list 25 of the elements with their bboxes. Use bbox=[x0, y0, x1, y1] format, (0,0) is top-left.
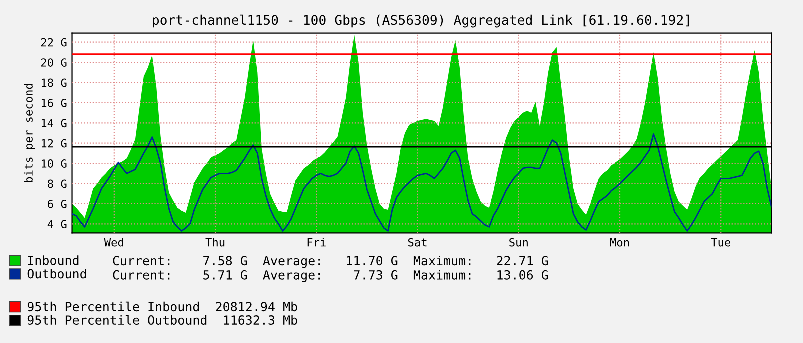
y-tick-label: 16 G bbox=[42, 98, 67, 108]
y-tick-label: 10 G bbox=[42, 160, 67, 168]
x-tick-label: Sun bbox=[510, 238, 528, 247]
chart-title: port-channel1150 - 100 Gbps (AS56309) Aggregated Link [61.19.60.192] bbox=[153, 14, 690, 28]
x-tick-label: Sat bbox=[408, 238, 427, 247]
legend-label: Inbound bbox=[28, 256, 79, 266]
x-tick-label: Mon bbox=[610, 238, 630, 247]
y-axis-title: bits per second bbox=[24, 84, 36, 182]
x-tick-label: Wed bbox=[104, 238, 124, 247]
x-tick-label: Thu bbox=[206, 238, 225, 247]
y-tick-label: 4 G bbox=[48, 220, 67, 229]
y-tick-label: 22 G bbox=[41, 38, 67, 47]
text: Current: 7.58 G Average: 11.70 G Maximum: 22.71 G bbox=[113, 256, 548, 268]
y-tick-label: 18 G bbox=[42, 78, 67, 88]
legend-label: 95th Percentile Outbound 11632.3 Mb bbox=[28, 315, 298, 325]
legend-label: Outbound bbox=[28, 269, 86, 279]
x-tick-label: Fri bbox=[308, 238, 326, 247]
legend-label: 95th Percentile Inbound 20812.94 Mb bbox=[28, 302, 298, 312]
y-tick-label: 20 G bbox=[41, 58, 67, 67]
text: Current: 5.71 G Average: 7.73 G Maximum: 13.06 G bbox=[113, 270, 548, 282]
y-tick-label: 12 G bbox=[42, 139, 67, 148]
y-tick-label: 6 G bbox=[48, 200, 67, 208]
y-tick-label: 8 G bbox=[48, 180, 67, 188]
y-tick-label: 14 G bbox=[42, 119, 67, 128]
x-tick-label: Tue bbox=[711, 238, 730, 247]
